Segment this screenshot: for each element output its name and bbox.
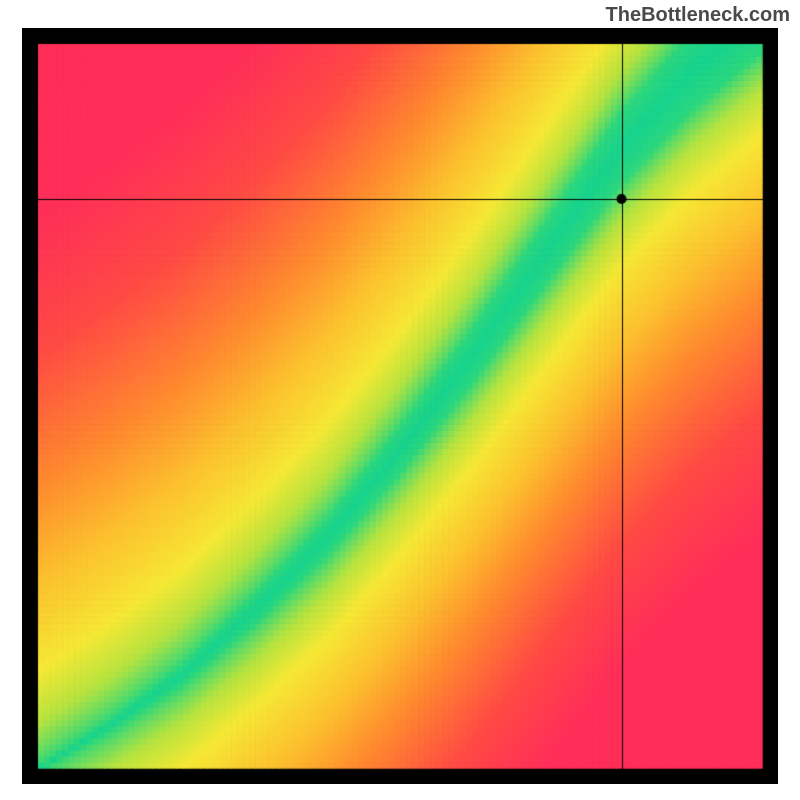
bottleneck-heatmap xyxy=(22,28,778,784)
chart-container: TheBottleneck.com xyxy=(0,0,800,800)
watermark-text: TheBottleneck.com xyxy=(606,4,790,27)
chart-frame xyxy=(22,28,778,784)
